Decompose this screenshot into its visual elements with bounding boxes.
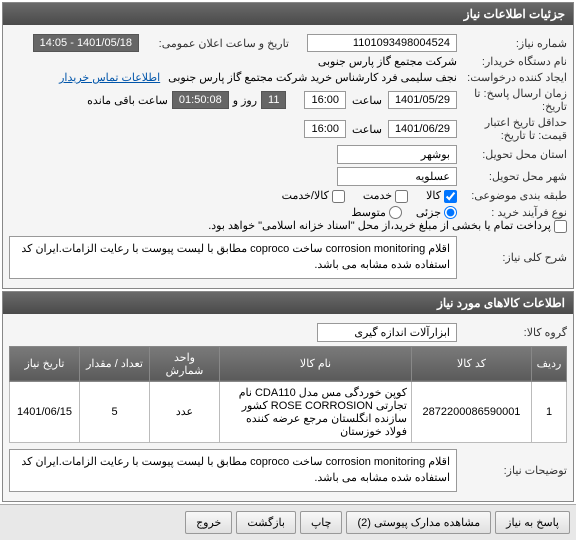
col-3: واحد شمارش [150,346,220,381]
pub-dt-label: تاریخ و ساعت اعلان عمومی: [139,37,289,50]
reply-button[interactable]: پاسخ به نیاز [495,511,570,534]
deadline-date: 1401/05/29 [388,91,457,109]
proc-radio-0[interactable] [444,206,457,219]
notes-value: اقلام corrosion monitoring ساخت coproco … [9,449,457,492]
panel2-title: اطلاعات کالاهای مورد نیاز [3,292,573,314]
cell-0-0: 1 [532,381,567,442]
table-row[interactable]: 1 2872200086590001 کوپن خوردگی مس مدل CD… [10,381,567,442]
budget-check-2[interactable] [332,190,345,203]
col-2: نام کالا [220,346,412,381]
table-header-row: ردیف کد کالا نام کالا واحد شمارش تعداد /… [10,346,567,381]
desc-label: شرح کلی نیاز: [457,251,567,264]
city2-label: شهر محل تحویل: [457,170,567,183]
contact-link[interactable]: اطلاعات تماس خریدار [59,71,160,84]
proc-opt-1[interactable]: متوسط [351,206,402,220]
buyer-value: شرکت مجتمع گاز پارس جنوبی [318,55,457,68]
proc-opt-0[interactable]: جزئی [416,206,457,220]
pay-check[interactable] [554,220,567,233]
remain-time-lbl: ساعت باقی مانده [87,94,168,107]
deadline-label: زمان ارسال پاسخ: تا تاریخ: [457,87,567,113]
print-button[interactable]: چاپ [300,511,343,534]
need-info-panel: جزئیات اطلاعات نیاز شماره نیاز: 11010934… [2,2,574,289]
cell-0-4: 5 [80,381,150,442]
attachments-button[interactable]: مشاهده مدارک پیوستی (2) [346,511,491,534]
city2-value: عسلویه [337,167,457,186]
need-no-value: 1101093498004524 [307,34,457,52]
deadline-time: 16:00 [304,91,346,109]
remain-time: 01:50:08 [172,91,229,109]
budget-group: طبقه بندی موضوعی: کالا خدمت کالا/خدمت [9,189,567,203]
col-1: کد کالا [412,346,532,381]
group-label: گروه کالا: [457,326,567,339]
exit-button[interactable]: خروج [185,511,232,534]
creator-value: نجف سلیمی فرد کارشناس خرید شرکت مجتمع گا… [168,71,457,84]
desc-value: اقلام corrosion monitoring ساخت coproco … [9,236,457,279]
budget-label: طبقه بندی موضوعی: [457,189,567,202]
valid-time-lbl: ساعت [352,123,382,136]
city-value: بوشهر [337,145,457,164]
valid-label: حداقل تاریخ اعتبار قیمت: تا تاریخ: [457,116,567,142]
budget-check-1[interactable] [395,190,408,203]
cell-0-3: عدد [150,381,220,442]
group-value: ابزارآلات اندازه گیری [317,323,457,342]
deadline-time-lbl: ساعت [352,94,382,107]
buyer-label: نام دستگاه خریدار: [457,55,567,68]
valid-date: 1401/06/29 [388,120,457,138]
items-panel: اطلاعات کالاهای مورد نیاز گروه کالا: ابز… [2,291,574,502]
back-button[interactable]: بازگشت [236,511,296,534]
cell-0-1: 2872200086590001 [412,381,532,442]
proc-radio-1[interactable] [389,206,402,219]
need-no-label: شماره نیاز: [457,37,567,50]
city-label: استان محل تحویل: [457,148,567,161]
valid-time: 16:00 [304,120,346,138]
cell-0-5: 1401/06/15 [10,381,80,442]
panel1-title: جزئیات اطلاعات نیاز [3,3,573,25]
pay-note: پرداخت تمام یا بخشی از مبلغ خرید،از محل … [208,219,567,233]
col-5: تاریخ نیاز [10,346,80,381]
budget-opt-1[interactable]: خدمت [363,189,408,203]
items-table: ردیف کد کالا نام کالا واحد شمارش تعداد /… [9,346,567,443]
remain-days: 11 [261,91,286,109]
budget-check-0[interactable] [444,190,457,203]
cell-0-2: کوپن خوردگی مس مدل CDA110 نام تجارتی ROS… [220,381,412,442]
col-0: ردیف [532,346,567,381]
budget-opt-0[interactable]: کالا [426,189,457,203]
notes-label: توضیحات نیاز: [457,464,567,477]
col-4: تعداد / مقدار [80,346,150,381]
pub-dt-value: 1401/05/18 - 14:05 [33,34,139,52]
proc-group: نوع فرآیند خرید : جزئی متوسط پرداخت تمام… [9,206,567,233]
proc-label: نوع فرآیند خرید : [457,206,567,219]
footer: پاسخ به نیاز مشاهده مدارک پیوستی (2) چاپ… [0,504,576,540]
budget-opt-2[interactable]: کالا/خدمت [282,189,345,203]
creator-label: ایجاد کننده درخواست: [457,71,567,84]
remain-days-lbl: روز و [233,94,257,107]
